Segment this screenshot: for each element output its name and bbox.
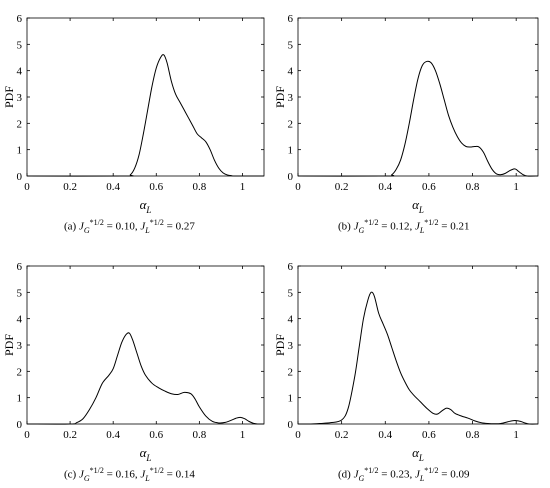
x-tick-label: 0 (295, 429, 301, 441)
series-line-0 (26, 332, 265, 425)
chart-panel-b: 0 0.2 0.4 0.6 0.8 1 0 1 2 3 4 5 6 PDF αL (273, 13, 539, 215)
caption-jl: 0.09 (450, 468, 470, 481)
plot-frame (297, 265, 539, 425)
x-tick-label: 0 (24, 429, 30, 441)
caption-b: (b) JG*1/2 = 0.12, JL*1/2 = 0.21 (338, 218, 470, 235)
x-tick-label: 0.2 (63, 181, 77, 193)
x-tick-label: 0 (295, 181, 301, 193)
y-axis-label: PDF (273, 334, 287, 356)
x-tick-label: 0.6 (422, 429, 436, 441)
y-tick-label: 6 (288, 261, 294, 273)
x-tick-label: 0 (24, 181, 30, 193)
y-tick-label: 4 (17, 314, 23, 326)
caption-label: (b) (338, 220, 351, 233)
y-tick-label: 2 (17, 366, 23, 378)
x-tick-label: 0.4 (378, 429, 392, 441)
x-tick-label: 0.8 (466, 181, 480, 193)
x-axis-label: αL (140, 197, 152, 215)
caption-jl: 0.14 (175, 468, 195, 481)
x-tick-label: 0.8 (192, 429, 206, 441)
x-axis-label: αL (412, 445, 424, 463)
y-tick-label: 1 (288, 145, 294, 157)
y-tick-label: 4 (17, 66, 23, 78)
plot-frame (26, 265, 265, 425)
x-axis-label: αL (140, 445, 152, 463)
x-tick-label: 1 (513, 429, 519, 441)
y-tick-label: 1 (17, 145, 23, 157)
caption-label: (d) (338, 468, 351, 481)
x-axis-label-subscript: L (145, 205, 151, 215)
y-tick-label: 2 (17, 118, 23, 130)
x-axis-label-subscript: L (418, 205, 424, 215)
caption-a: (a) JG*1/2 = 0.10, JL*1/2 = 0.27 (64, 218, 195, 235)
x-tick-label: 0.6 (422, 181, 436, 193)
series-line-0 (297, 291, 539, 425)
y-tick-label: 6 (17, 13, 23, 25)
y-tick-label: 3 (288, 340, 294, 352)
y-tick-label: 6 (17, 261, 23, 273)
y-tick-label: 3 (17, 340, 23, 352)
x-tick-label: 1 (513, 181, 519, 193)
y-tick-label: 0 (288, 171, 294, 183)
x-tick-label: 0.8 (192, 181, 206, 193)
x-tick-label: 0.6 (149, 181, 163, 193)
y-tick-label: 5 (17, 39, 23, 51)
y-tick-label: 6 (288, 13, 294, 25)
x-axis-label-symbol: α (412, 197, 420, 212)
caption-label: (c) (64, 468, 77, 481)
y-tick-label: 0 (288, 419, 294, 431)
x-tick-label: 1 (240, 181, 246, 193)
caption-jg: 0.10 (115, 220, 135, 233)
x-tick-label: 0.4 (378, 181, 392, 193)
y-tick-label: 0 (17, 419, 23, 431)
y-tick-label: 5 (288, 287, 294, 299)
caption-d: (d) JG*1/2 = 0.23, JL*1/2 = 0.09 (338, 466, 470, 483)
chart-panel-c: 0 0.2 0.4 0.6 0.8 1 0 1 2 3 4 5 6 PDF αL (2, 261, 265, 463)
x-tick-label: 0.6 (149, 429, 163, 441)
y-tick-label: 1 (17, 393, 23, 405)
y-axis-label: PDF (273, 86, 287, 108)
x-tick-label: 0.4 (106, 429, 120, 441)
caption-jl: 0.21 (450, 220, 470, 233)
chart-panel-a: 0 0.2 0.4 0.6 0.8 1 0 1 2 3 4 5 6 PDF αL (2, 13, 265, 215)
y-tick-label: 3 (288, 92, 294, 104)
chart-panel-d: 0 0.2 0.4 0.6 0.8 1 0 1 2 3 4 5 6 PDF αL (273, 261, 539, 463)
x-tick-label: 0.2 (335, 181, 349, 193)
caption-label: (a) (64, 220, 77, 233)
y-tick-label: 3 (17, 92, 23, 104)
x-tick-label: 1 (240, 429, 246, 441)
series-line-0 (26, 54, 265, 177)
caption-c: (c) JG*1/2 = 0.16, JL*1/2 = 0.14 (64, 466, 195, 483)
y-tick-label: 4 (288, 314, 294, 326)
x-axis-label-subscript: L (145, 453, 151, 463)
y-tick-label: 4 (288, 66, 294, 78)
x-tick-label: 0.2 (335, 429, 349, 441)
caption-jg: 0.16 (115, 468, 135, 481)
caption-jg: 0.23 (390, 468, 410, 481)
x-axis-label-subscript: L (418, 453, 424, 463)
plot-frame (26, 17, 265, 177)
x-axis-label: αL (412, 197, 424, 215)
plot-frame (297, 17, 539, 177)
y-axis-label: PDF (2, 86, 16, 108)
x-tick-label: 0.4 (106, 181, 120, 193)
y-tick-label: 0 (17, 171, 23, 183)
y-tick-label: 5 (288, 39, 294, 51)
x-tick-label: 0.2 (63, 429, 77, 441)
caption-jg: 0.12 (390, 220, 410, 233)
y-tick-label: 2 (288, 366, 294, 378)
caption-jl: 0.27 (175, 220, 195, 233)
y-tick-label: 2 (288, 118, 294, 130)
x-tick-label: 0.8 (466, 429, 480, 441)
x-axis-label-symbol: α (412, 445, 420, 460)
x-axis-label-symbol: α (140, 197, 148, 212)
y-tick-label: 1 (288, 393, 294, 405)
y-tick-label: 5 (17, 287, 23, 299)
series-line-0 (297, 60, 539, 177)
x-axis-label-symbol: α (140, 445, 148, 460)
y-axis-label: PDF (2, 334, 16, 356)
